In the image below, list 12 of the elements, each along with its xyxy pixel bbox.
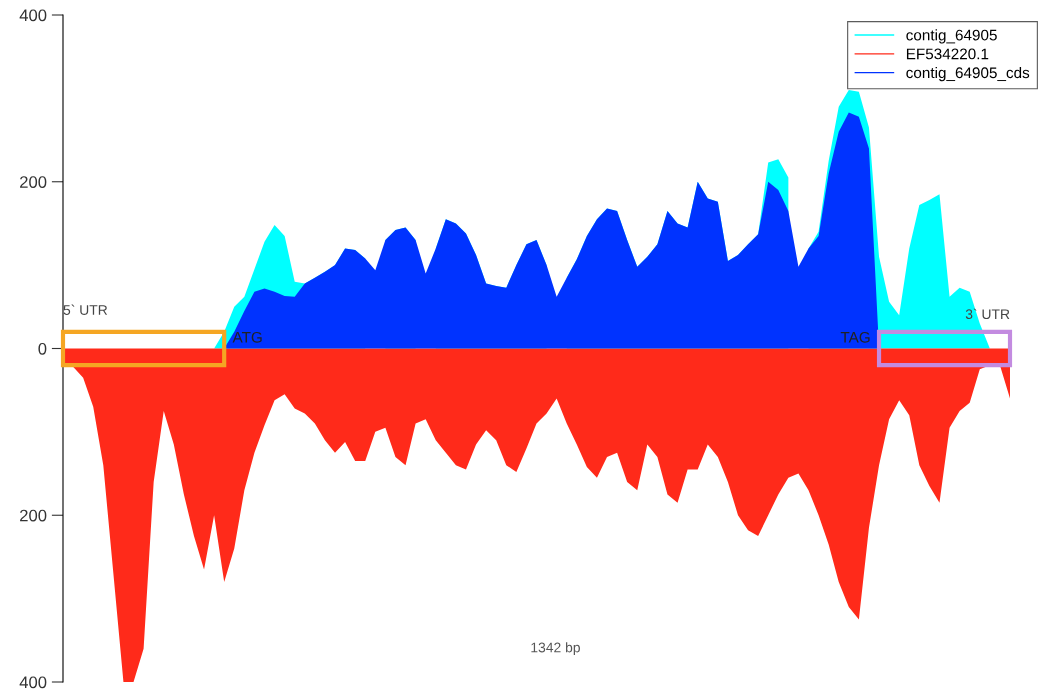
x-axis-title: 1342 bp xyxy=(531,642,580,656)
annotation: 3` UTR xyxy=(965,308,1010,320)
annotation: TAG xyxy=(840,331,870,343)
y-tick-label: 0 xyxy=(38,342,47,355)
y-tick-label: 200 xyxy=(20,176,47,188)
annotation: ATG xyxy=(232,331,262,343)
legend-label: contig_64905_cds xyxy=(906,66,1030,82)
legend-label: EF534220.1 xyxy=(906,48,989,60)
y-tick-label: 200 xyxy=(20,509,47,522)
legend-label: contig_64905 xyxy=(906,29,997,44)
y-tick-label: 400 xyxy=(19,9,47,22)
y-tick-label: 400 xyxy=(19,676,47,689)
